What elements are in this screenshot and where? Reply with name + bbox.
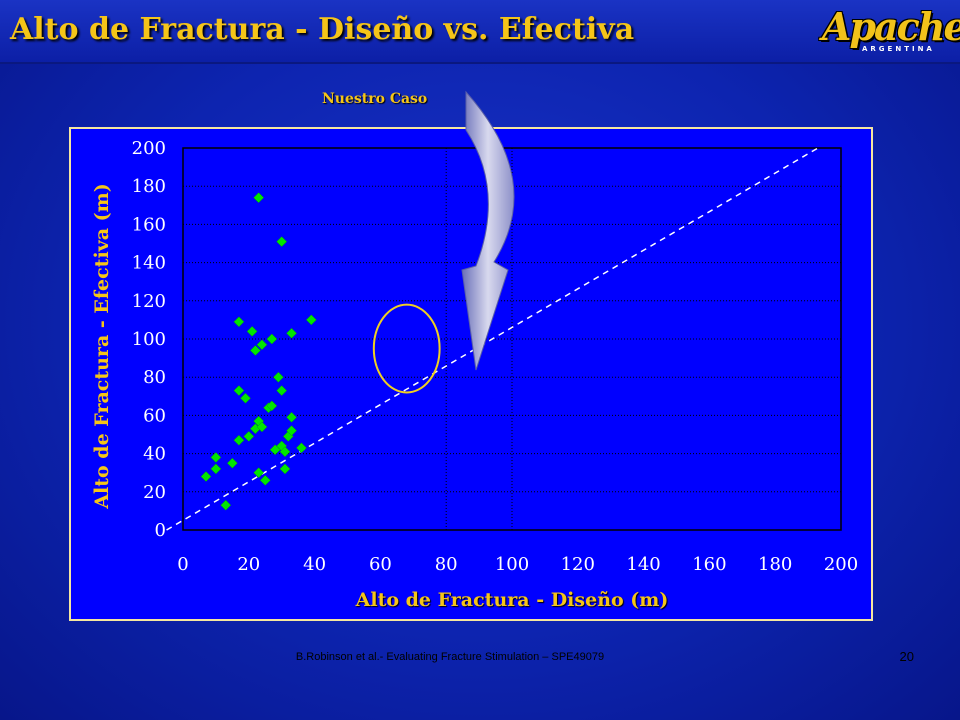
logo-wordmark: Apache <box>822 4 960 49</box>
data-point <box>259 474 271 486</box>
x-axis-ticks: 0 20 40 60 80 100 120 140 160 180 200 <box>177 554 858 575</box>
data-point <box>296 442 307 454</box>
footer-citation: B.Robinson et al.- Evaluating Fracture S… <box>295 651 605 663</box>
plot-area-border <box>182 147 842 531</box>
data-point <box>266 400 278 412</box>
callout-label: Nuestro Caso <box>322 91 428 107</box>
curved-arrow <box>461 90 515 371</box>
data-point <box>210 463 222 475</box>
data-point <box>253 192 265 204</box>
y-tick-label: 80 <box>143 367 166 388</box>
x-tick-label: 80 <box>435 554 458 575</box>
data-point <box>276 385 288 396</box>
data-point <box>233 434 245 446</box>
data-point <box>200 471 212 482</box>
data-point <box>226 457 238 469</box>
apache-logo: Apache ARGENTINA <box>822 4 960 56</box>
x-tick-label: 20 <box>237 554 260 575</box>
data-point <box>243 431 255 442</box>
data-point <box>246 326 258 337</box>
data-point <box>266 333 278 345</box>
y-tick-label: 200 <box>132 138 166 159</box>
data-point <box>233 316 245 328</box>
y-axis-label: Alto de Fractura - Efectiva (m) <box>91 183 113 509</box>
data-point <box>279 463 291 475</box>
x-tick-label: 180 <box>758 554 792 575</box>
y-tick-label: 160 <box>132 214 166 235</box>
title-bar: Alto de Fractura - Diseño vs. Efectiva A… <box>0 0 960 64</box>
data-point <box>286 327 297 339</box>
x-tick-label: 120 <box>561 554 595 575</box>
callout-ellipse <box>372 303 441 394</box>
reference-line <box>166 147 819 531</box>
x-tick-label: 40 <box>303 554 326 575</box>
data-point <box>250 345 261 356</box>
y-tick-label: 140 <box>132 253 166 274</box>
data-point <box>253 467 265 479</box>
data-point <box>256 339 268 351</box>
y-tick-label: 60 <box>143 405 166 426</box>
data-point <box>279 446 291 458</box>
data-point <box>233 385 245 396</box>
chart-frame <box>69 127 873 621</box>
data-point <box>220 499 232 511</box>
y-tick-label: 0 <box>155 520 166 541</box>
y-tick-label: 120 <box>132 291 166 312</box>
x-tick-label: 140 <box>626 554 660 575</box>
y-tick-label: 40 <box>143 444 166 465</box>
data-point <box>269 444 281 456</box>
y-tick-label: 20 <box>143 482 166 503</box>
reference-layer <box>166 147 819 531</box>
x-axis-label: Alto de Fractura - Diseño (m) <box>355 589 669 611</box>
data-point <box>240 392 251 404</box>
y-axis-ticks: 0 20 40 60 80 100 120 140 160 180 200 <box>132 138 166 541</box>
x-tick-label: 60 <box>369 554 392 575</box>
x-tick-label: 160 <box>692 554 726 575</box>
data-point <box>273 371 284 383</box>
data-point <box>276 236 288 247</box>
data-point <box>305 314 317 326</box>
y-tick-label: 100 <box>132 329 166 350</box>
y-tick-label: 180 <box>132 176 166 197</box>
data-point <box>210 452 222 463</box>
data-point <box>256 421 268 433</box>
x-tick-label: 200 <box>824 554 858 575</box>
data-point <box>286 411 297 423</box>
x-tick-label: 100 <box>495 554 529 575</box>
logo-subtext: ARGENTINA <box>862 45 935 53</box>
data-points <box>200 192 317 511</box>
data-point <box>286 425 297 437</box>
x-tick-label: 0 <box>177 554 188 575</box>
page-number: 20 <box>899 649 914 664</box>
slide-title: Alto de Fractura - Diseño vs. Efectiva <box>10 12 635 47</box>
